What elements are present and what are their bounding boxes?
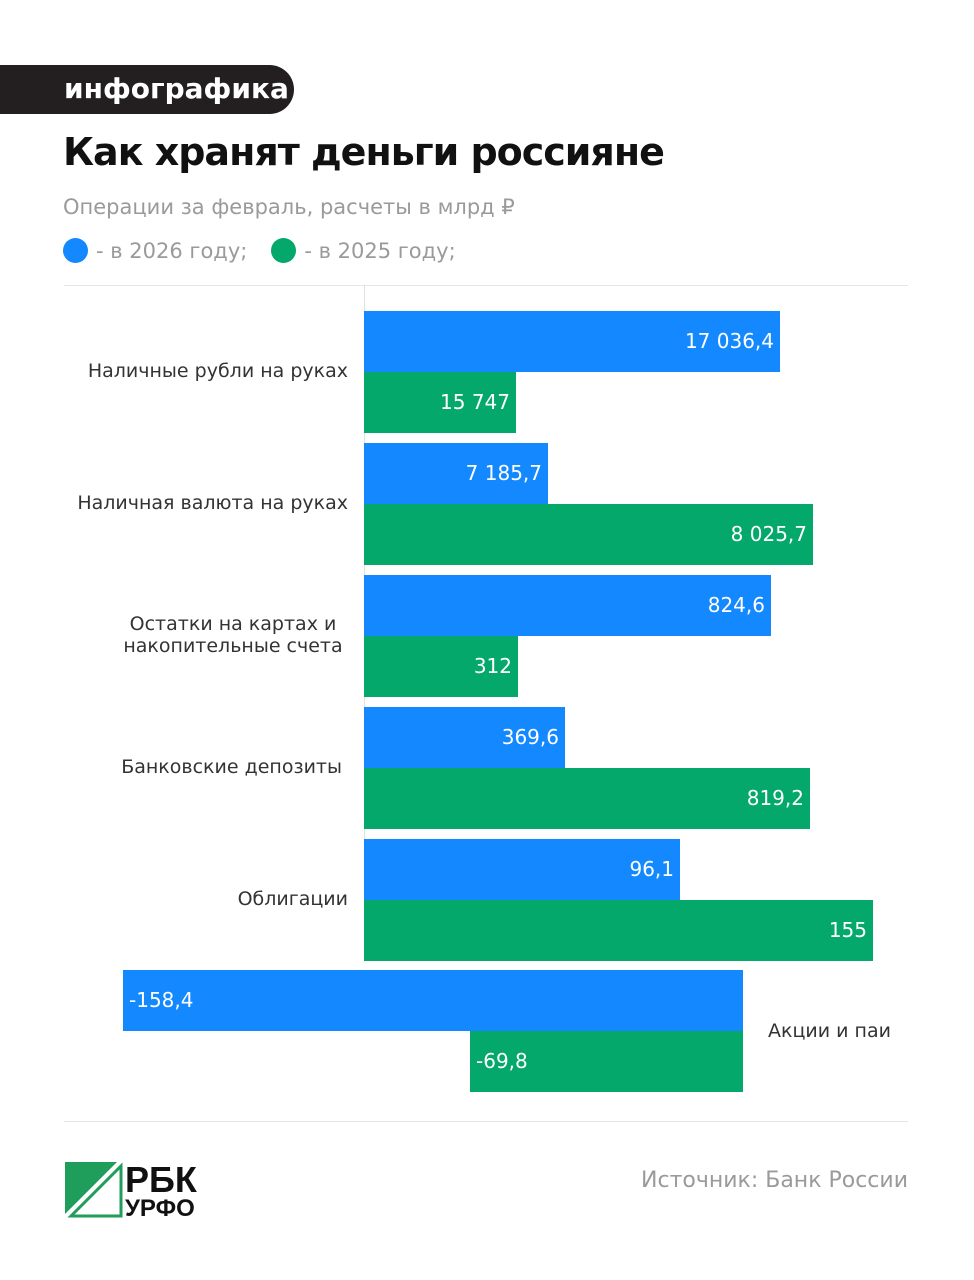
category-label: Банковские депозиты [121, 756, 342, 778]
bar-2025: -69,8 [470, 1031, 743, 1092]
bar-2025: 155 [364, 900, 873, 961]
legend-label-2026: - в 2026 году; [96, 238, 248, 263]
divider-top [64, 285, 908, 286]
legend: - в 2026 году; - в 2025 году; [63, 238, 456, 263]
legend-dot-2026 [63, 238, 88, 263]
chart-title: Как хранят деньги россияне [63, 130, 665, 174]
svg-text:УРФО: УРФО [125, 1195, 195, 1218]
legend-label-2025: - в 2025 году; [304, 238, 456, 263]
bar-2026: -158,4 [123, 970, 743, 1031]
bar-2025: 8 025,7 [364, 504, 813, 565]
category-label: Наличная валюта на руках [77, 492, 348, 514]
source-note: Источник: Банк России [641, 1168, 908, 1193]
bar-2026: 7 185,7 [364, 443, 548, 504]
legend-dot-2025 [271, 238, 297, 263]
divider-bottom [64, 1121, 908, 1122]
rbc-urfo-logo: РБК УРФО [65, 1159, 205, 1222]
bar-2026: 369,6 [364, 707, 565, 768]
category-label: Остатки на картах и накопительные счета [123, 613, 343, 657]
bar-2026: 96,1 [364, 839, 680, 900]
svg-text:РБК: РБК [125, 1160, 198, 1200]
category-label: Облигации [237, 888, 348, 910]
infographic-tag: инфографика [0, 65, 294, 114]
bar-2025: 312 [364, 636, 518, 697]
bar-2025: 15 747 [364, 372, 516, 433]
bar-2026: 17 036,4 [364, 311, 780, 372]
category-label: Акции и паи [768, 1020, 891, 1042]
category-label: Наличные рубли на руках [87, 360, 348, 382]
bar-2026: 824,6 [364, 575, 771, 636]
bar-2025: 819,2 [364, 768, 810, 829]
chart-subtitle: Операции за февраль, расчеты в млрд ₽ [63, 195, 515, 219]
